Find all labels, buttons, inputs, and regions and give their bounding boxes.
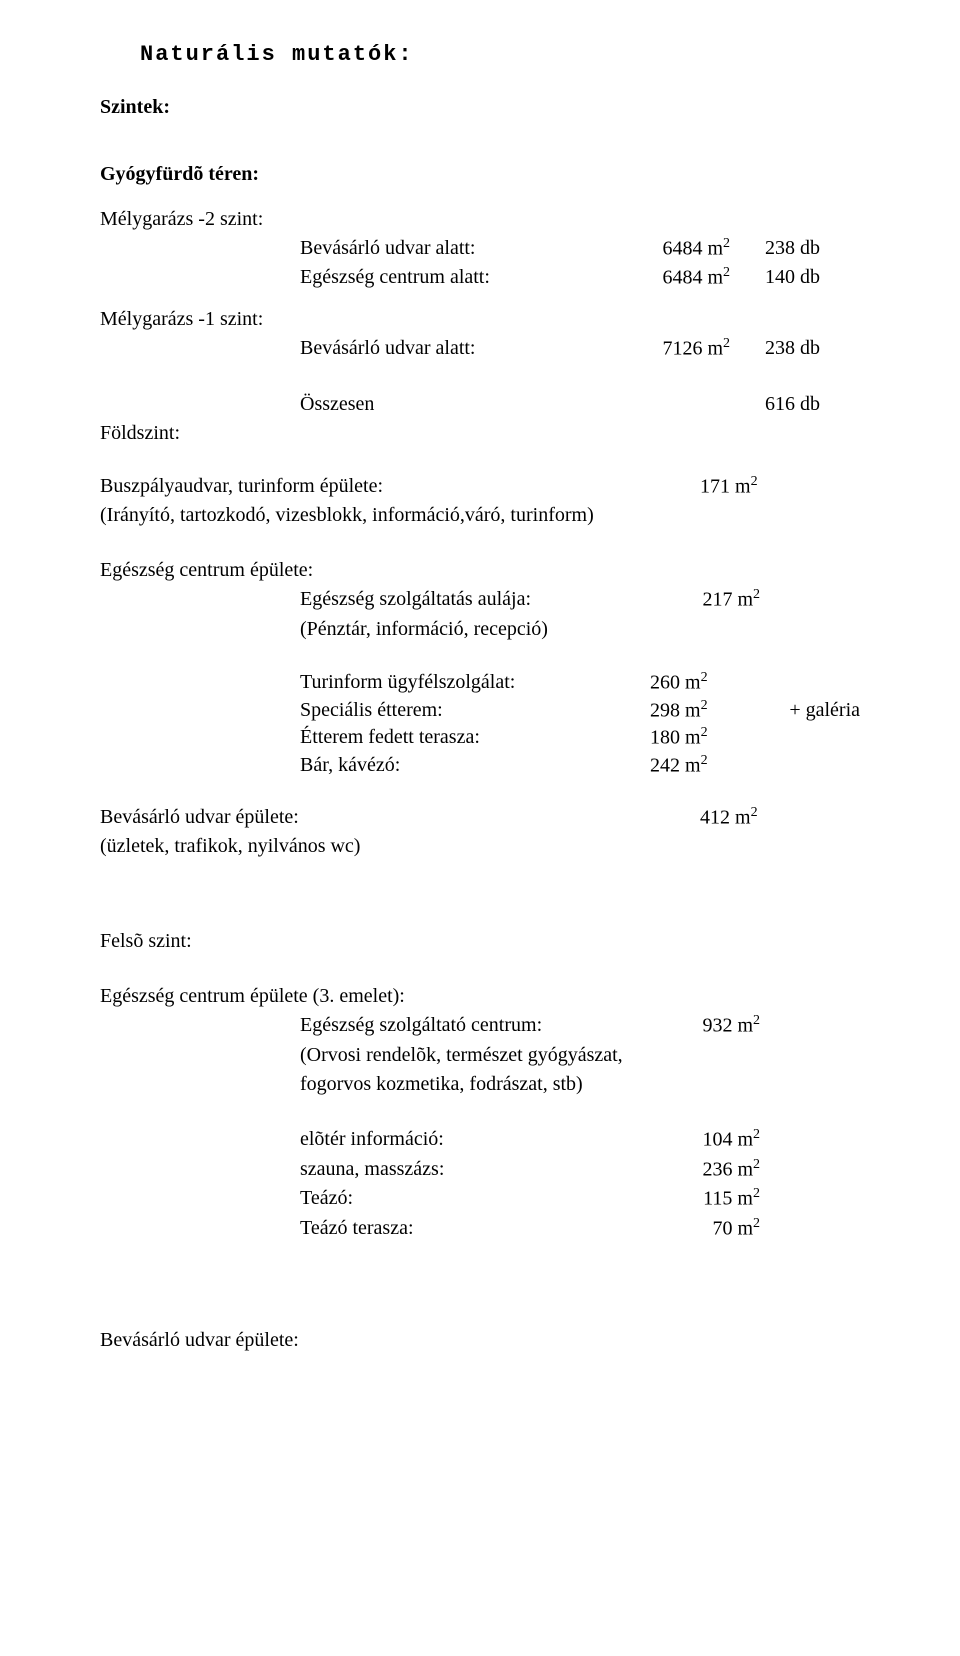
- ece3-r1-label: Egészség szolgáltató centrum:: [300, 1012, 542, 1040]
- szintek-label: Szintek:: [100, 94, 860, 121]
- ece-r1: Egészség szolgáltatás aulája: 217 m2: [300, 586, 760, 614]
- ece3-r1-sup: 2: [753, 1013, 760, 1028]
- busz-l2: (Irányító, tartozkodó, vizesblokk, infor…: [100, 502, 860, 529]
- ece-r3-val: 298 m: [650, 699, 701, 721]
- ece3-r2-label: elõtér információ:: [300, 1126, 444, 1154]
- mg2-r1-unit: 238 db: [730, 235, 820, 263]
- bue-row: Bevásárló udvar épülete: 412 m2: [100, 804, 820, 832]
- ece-r5: Bár, kávézó: 242 m2: [300, 752, 860, 780]
- ece-label: Egészség centrum épülete:: [100, 557, 860, 584]
- ece3-r3-label: szauna, masszázs:: [300, 1156, 444, 1184]
- bue2-label: Bevásárló udvar épülete:: [100, 1327, 860, 1354]
- ece3-r4: Teázó: 115 m2: [300, 1185, 760, 1213]
- ece3-r1-val: 932 m: [702, 1015, 753, 1037]
- ece3-r4-label: Teázó:: [300, 1185, 353, 1213]
- ece-r4-sup: 2: [701, 725, 708, 740]
- busz-row: Buszpályaudvar, turinform épülete: 171 m…: [100, 473, 820, 501]
- ece-r4-val: 180 m: [650, 727, 701, 749]
- ece3-r4-val: 115 m: [703, 1188, 753, 1210]
- ece-r3-sup: 2: [701, 698, 708, 713]
- mg2-r2-sup: 2: [723, 265, 730, 280]
- ece3-r3-sup: 2: [753, 1157, 760, 1172]
- ece3-r2-sup: 2: [753, 1127, 760, 1142]
- mg1-r1-sup: 2: [723, 336, 730, 351]
- busz-sup: 2: [751, 474, 758, 489]
- bue-l1: Bevásárló udvar épülete:: [100, 804, 700, 832]
- mg2-r1-val: 6484 m: [662, 237, 723, 259]
- page-title: Naturális mutatók:: [140, 40, 860, 70]
- ece-r5-val: 242 m: [650, 755, 701, 777]
- bue-l2: (üzletek, trafikok, nyilvános wc): [100, 833, 860, 860]
- busz-l1: Buszpályaudvar, turinform épülete:: [100, 473, 700, 501]
- ece-r2-label: Turinform ügyfélszolgálat:: [300, 669, 650, 697]
- ece3-r1c: fogorvos kozmetika, fodrászat, stb): [300, 1071, 760, 1098]
- ece3-r2: elõtér információ: 104 m2: [300, 1126, 760, 1154]
- mg2-row-2: Egészség centrum alatt: 6484 m2 140 db: [300, 264, 820, 292]
- ece3-r5-val: 70 m: [712, 1218, 753, 1240]
- osszesen-label: Összesen: [300, 391, 374, 418]
- ece-r1b: (Pénztár, információ, recepció): [300, 616, 760, 643]
- ece-r2: Turinform ügyfélszolgálat: 260 m2: [300, 669, 860, 697]
- ece-r2-val: 260 m: [650, 672, 701, 694]
- ece-r5-sup: 2: [701, 753, 708, 768]
- ece-r1-val: 217 m: [702, 589, 753, 611]
- bue-val: 412 m: [700, 806, 751, 828]
- ece-r1-sup: 2: [753, 587, 760, 602]
- ece-r3-extra: + galéria: [760, 697, 860, 725]
- ece-r5-label: Bár, kávézó:: [300, 752, 650, 780]
- mg2-r2-val: 6484 m: [662, 267, 723, 289]
- osszesen-row: Összesen 616 db: [300, 391, 820, 418]
- gyogyfurdo-label: Gyógyfürdõ téren:: [100, 161, 860, 188]
- ece-r4: Étterem fedett terasza: 180 m2: [300, 724, 860, 752]
- ece3-r2-val: 104 m: [702, 1129, 753, 1151]
- osszesen-unit: 616 db: [730, 391, 820, 418]
- mg2-row-1: Bevásárló udvar alatt: 6484 m2 238 db: [300, 235, 820, 263]
- ece3-r1b: (Orvosi rendelõk, természet gyógyászat,: [300, 1042, 760, 1069]
- mg2-r2-unit: 140 db: [730, 264, 820, 292]
- ece3-r3-val: 236 m: [702, 1158, 753, 1180]
- ece-r2-sup: 2: [701, 670, 708, 685]
- mg1-r1-unit: 238 db: [730, 335, 820, 363]
- ece-r4-label: Étterem fedett terasza:: [300, 724, 650, 752]
- ece-r3: Speciális étterem: 298 m2 + galéria: [300, 697, 860, 725]
- ece3-label: Egészség centrum épülete (3. emelet):: [100, 983, 860, 1010]
- mg1-r1-label: Bevásárló udvar alatt:: [300, 335, 476, 363]
- ece-r1-label: Egészség szolgáltatás aulája:: [300, 586, 531, 614]
- mg2-r2-label: Egészség centrum alatt:: [300, 264, 490, 292]
- mg1-row-1: Bevásárló udvar alatt: 7126 m2 238 db: [300, 335, 820, 363]
- ece3-r5-sup: 2: [753, 1216, 760, 1231]
- mg1-label: Mélygarázs -1 szint:: [100, 306, 860, 333]
- felso-label: Felsõ szint:: [100, 928, 860, 955]
- mg2-r1-sup: 2: [723, 236, 730, 251]
- mg2-r1-label: Bevásárló udvar alatt:: [300, 235, 476, 263]
- mg1-r1-val: 7126 m: [662, 338, 723, 360]
- ece3-r3: szauna, masszázs: 236 m2: [300, 1156, 760, 1184]
- mg2-label: Mélygarázs -2 szint:: [100, 206, 860, 233]
- ece3-r4-sup: 2: [753, 1186, 760, 1201]
- ece3-r5: Teázó terasza: 70 m2: [300, 1215, 760, 1243]
- foldszint-label: Földszint:: [100, 420, 860, 447]
- bue-sup: 2: [751, 805, 758, 820]
- ece3-r5-label: Teázó terasza:: [300, 1215, 414, 1243]
- busz-val: 171 m: [700, 475, 751, 497]
- ece-r3-label: Speciális étterem:: [300, 697, 650, 725]
- ece3-r1: Egészség szolgáltató centrum: 932 m2: [300, 1012, 760, 1040]
